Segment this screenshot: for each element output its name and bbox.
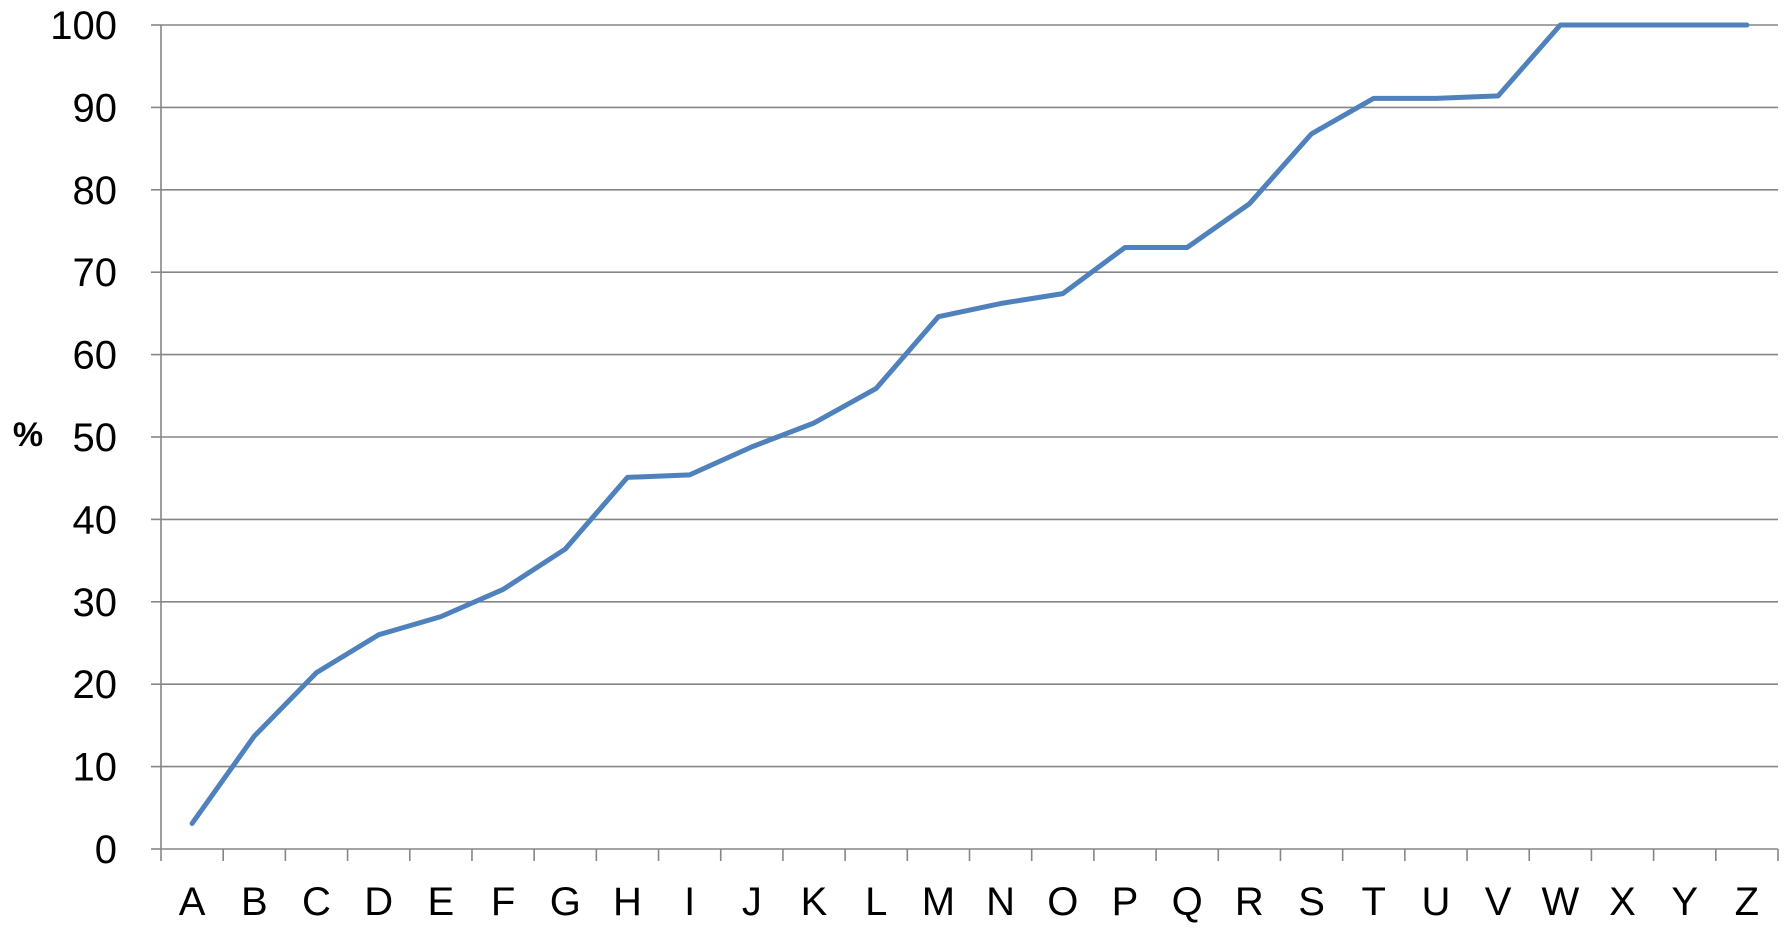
x-tick-label: U [1421,880,1450,924]
x-tick-label: E [428,880,455,924]
x-tick-label: N [986,880,1015,924]
x-tick-label: A [179,880,206,924]
y-axis-title: % [13,416,43,454]
axes [151,24,1779,861]
y-tick-label: 50 [73,416,118,460]
y-tick-label: 40 [73,498,118,542]
x-tick-label: V [1485,880,1512,924]
y-tick-label: 10 [73,746,118,790]
y-tick-label: 70 [73,251,118,295]
x-tick-label: O [1047,880,1078,924]
y-tick-label: 90 [73,86,118,130]
x-tick-label: T [1362,880,1386,924]
x-tick-label: W [1541,880,1579,924]
x-tick-label: S [1298,880,1325,924]
y-tick-label: 30 [73,581,118,625]
x-tick-label: Q [1172,880,1203,924]
x-tick-label: P [1112,880,1139,924]
x-tick-label: L [865,880,887,924]
x-tick-label: M [922,880,955,924]
gridlines [161,24,1778,768]
x-tick-label: I [684,880,695,924]
y-tick-label: 60 [73,334,118,378]
x-tick-label: K [801,880,828,924]
x-tick-label: R [1235,880,1264,924]
y-tick-label: 100 [50,4,117,48]
x-tick-label: G [550,880,581,924]
x-tick-label: B [241,880,268,924]
x-tick-label: C [302,880,331,924]
x-tick-label: J [742,880,762,924]
y-axis-tick-labels: 0 10 20 30 40 50 60 70 80 90 100 [50,4,117,872]
x-tick-label: H [613,880,642,924]
x-tick-label: F [491,880,515,924]
x-tick-label: Z [1735,880,1759,924]
x-tick-label: D [364,880,393,924]
y-tick-label: 20 [73,663,118,707]
x-tick-label: Y [1671,880,1698,924]
y-tick-label: 0 [95,828,117,872]
y-tick-label: 80 [73,169,118,213]
series-group [189,22,1750,826]
x-tick-label: X [1609,880,1636,924]
series-line [189,22,1750,826]
